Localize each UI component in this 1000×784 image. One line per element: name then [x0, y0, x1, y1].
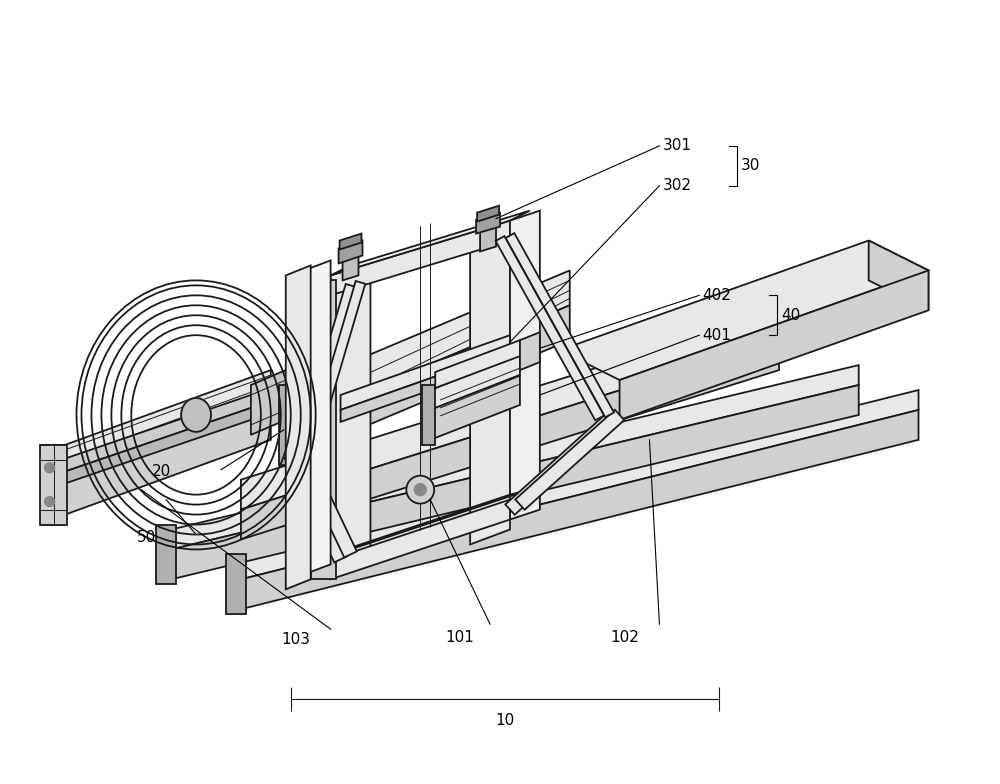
Polygon shape [520, 332, 540, 370]
Polygon shape [496, 236, 604, 420]
Circle shape [45, 496, 55, 506]
Text: 50: 50 [137, 530, 156, 545]
Text: 401: 401 [702, 328, 731, 343]
Polygon shape [291, 260, 331, 579]
Polygon shape [251, 370, 286, 435]
Polygon shape [435, 340, 520, 388]
Text: 10: 10 [495, 713, 515, 728]
Polygon shape [869, 241, 928, 310]
Polygon shape [339, 241, 362, 263]
Polygon shape [331, 490, 530, 554]
Text: 20: 20 [152, 464, 171, 479]
Polygon shape [241, 390, 919, 579]
Polygon shape [311, 281, 336, 579]
Polygon shape [430, 375, 520, 440]
Polygon shape [284, 452, 347, 562]
Text: 101: 101 [446, 630, 475, 644]
Circle shape [414, 484, 426, 495]
Polygon shape [331, 220, 510, 296]
Text: 402: 402 [702, 288, 731, 303]
Polygon shape [52, 370, 271, 480]
Polygon shape [341, 350, 510, 422]
Polygon shape [430, 355, 520, 410]
Polygon shape [477, 205, 499, 222]
Text: 103: 103 [281, 632, 310, 647]
Text: 40: 40 [781, 308, 800, 323]
Polygon shape [226, 554, 246, 614]
Circle shape [406, 476, 434, 503]
Polygon shape [171, 385, 859, 579]
Polygon shape [331, 270, 370, 575]
Polygon shape [42, 445, 62, 524]
Polygon shape [343, 248, 359, 281]
Polygon shape [171, 365, 859, 550]
Polygon shape [476, 212, 500, 234]
Polygon shape [341, 336, 510, 410]
Polygon shape [331, 499, 510, 579]
Polygon shape [470, 230, 510, 544]
Polygon shape [52, 400, 271, 520]
Circle shape [45, 463, 55, 473]
Polygon shape [40, 445, 67, 524]
Text: 302: 302 [662, 178, 691, 193]
Text: 102: 102 [610, 630, 639, 644]
Polygon shape [279, 385, 296, 465]
Polygon shape [422, 385, 435, 445]
Text: 301: 301 [662, 138, 691, 154]
Polygon shape [296, 284, 355, 456]
Polygon shape [480, 219, 496, 252]
Polygon shape [286, 266, 311, 590]
Polygon shape [560, 241, 928, 380]
Polygon shape [62, 408, 251, 485]
Polygon shape [510, 211, 540, 520]
Polygon shape [306, 281, 365, 453]
Polygon shape [241, 410, 919, 609]
Polygon shape [286, 270, 570, 425]
Polygon shape [620, 270, 928, 420]
Polygon shape [515, 410, 624, 510]
Polygon shape [286, 305, 570, 459]
Polygon shape [506, 233, 614, 417]
Polygon shape [505, 415, 614, 515]
Polygon shape [331, 211, 530, 275]
Polygon shape [156, 524, 176, 584]
Polygon shape [241, 310, 779, 510]
Text: 30: 30 [741, 158, 761, 173]
Polygon shape [340, 234, 361, 249]
Polygon shape [241, 340, 779, 539]
Ellipse shape [181, 398, 211, 432]
Polygon shape [62, 395, 251, 473]
Polygon shape [294, 447, 357, 557]
